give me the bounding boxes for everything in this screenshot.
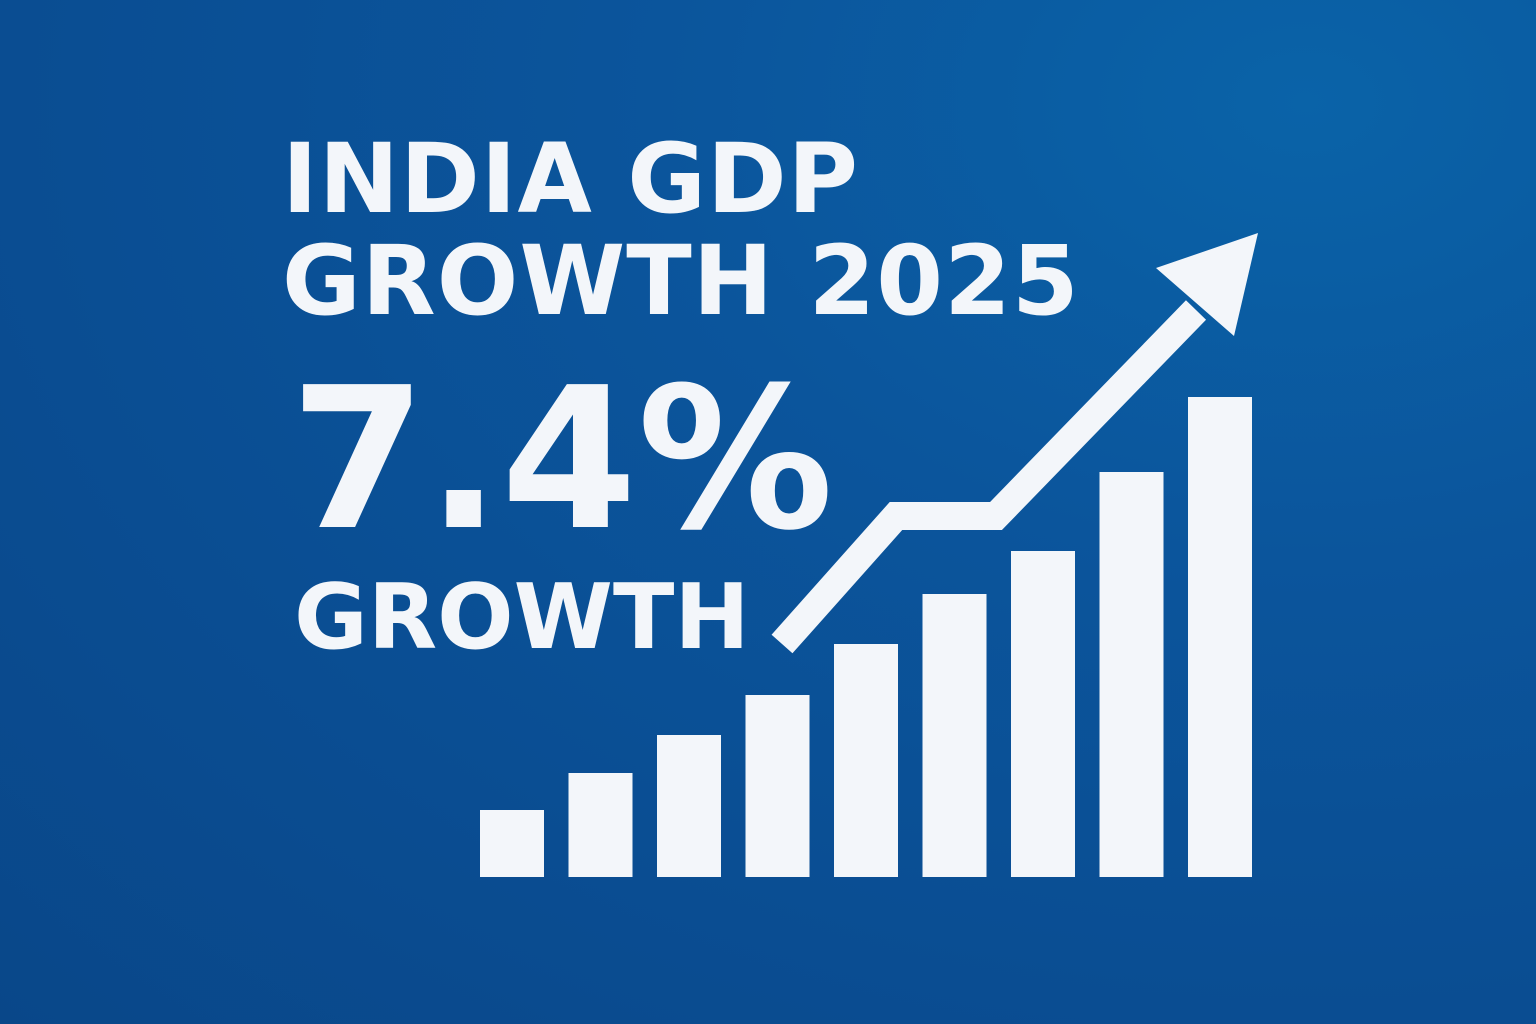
- bar-9: [1188, 397, 1252, 877]
- trend-arrow-head: [1156, 233, 1258, 336]
- growth-value: 7.4%: [290, 346, 834, 574]
- bar-8: [1099, 472, 1164, 877]
- bar-6: [922, 594, 987, 877]
- trend-arrow-line: [771, 300, 1207, 654]
- headline-line-2: GROWTH 2025: [282, 225, 1080, 337]
- bar-7: [1011, 551, 1075, 877]
- headline-line-1: INDIA GDP: [282, 123, 860, 235]
- bar-2: [568, 773, 633, 877]
- bar-1: [480, 810, 544, 877]
- bar-3: [657, 735, 721, 877]
- bar-5: [834, 644, 898, 877]
- growth-label: GROWTH: [294, 565, 750, 670]
- bar-group: [480, 397, 1252, 877]
- headline: INDIA GDP GROWTH 2025: [282, 128, 1080, 332]
- bar-4: [745, 695, 810, 877]
